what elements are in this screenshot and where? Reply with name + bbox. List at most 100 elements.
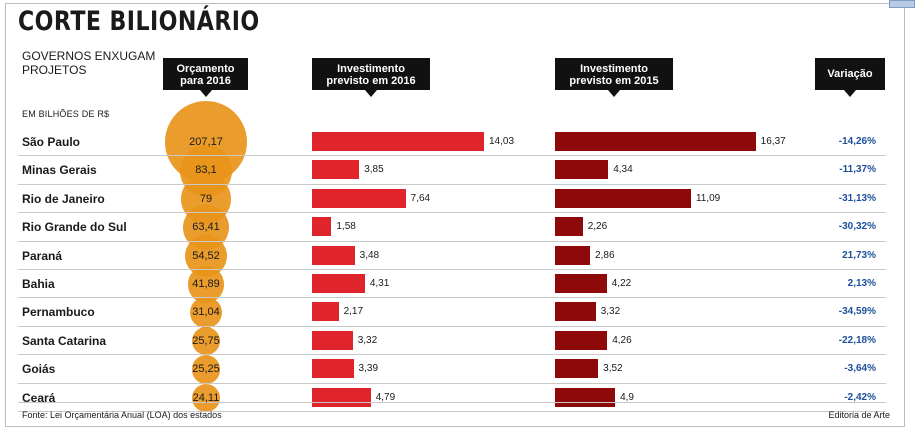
state-label: Minas Gerais	[22, 163, 97, 178]
header-investment-2016: Investimento previsto em 2016	[312, 58, 430, 97]
variation-value: -14,26%	[838, 136, 876, 147]
source-note: Fonte: Lei Orçamentária Anual (LOA) dos …	[22, 410, 222, 420]
table-row: Paraná 54,52 3,48 2,86 21,73%	[18, 242, 886, 270]
state-label: Rio de Janeiro	[22, 191, 105, 206]
row-separator	[18, 297, 886, 299]
row-separator	[18, 212, 886, 214]
variation-value: -11,37%	[839, 164, 876, 176]
state-label: Santa Catarina	[22, 333, 107, 348]
investment-2016-value: 2,17	[343, 306, 364, 318]
row-separator	[18, 410, 886, 412]
table-row: Rio de Janeiro 79 7,64 11,09 -31,13%	[18, 185, 886, 214]
row-separator	[18, 240, 886, 242]
budget-value-label: 207,17	[189, 136, 223, 148]
state-label: Paraná	[22, 248, 63, 263]
investment-2015-value: 4,34	[613, 164, 633, 176]
variation-value: 21,73%	[842, 249, 876, 261]
variation-value: 2,13%	[847, 278, 876, 289]
chart-title: CORTE BILIONÁRIO	[18, 6, 260, 37]
investment-2015-value: 4,22	[611, 278, 632, 289]
credit-note: Editoria de Arte	[828, 410, 890, 420]
budget-value-label: 83,1	[195, 164, 217, 177]
table-row: Goiás 25,25 3,39 3,52 -3,64%	[18, 355, 886, 384]
investment-2016-bar	[312, 132, 484, 151]
header-investment-2015: Investimento previsto em 2015	[555, 58, 673, 97]
investment-2016-bar	[312, 330, 353, 350]
investment-2015-bar	[555, 132, 756, 151]
investment-2016-bar	[312, 245, 355, 265]
investment-2015-value: 2,86	[595, 249, 615, 261]
investment-2016-bar	[312, 274, 365, 293]
budget-bubble	[192, 383, 220, 412]
chart-frame	[5, 3, 905, 427]
state-label: Goiás	[22, 362, 56, 377]
investment-2016-value: 3,85	[364, 164, 384, 176]
investment-2015-value: 3,52	[603, 363, 623, 375]
investment-2015-bar	[555, 160, 609, 180]
row-separator	[18, 325, 886, 327]
investment-2015-bar	[555, 274, 607, 293]
investment-2016-bar	[312, 160, 360, 180]
unit-label: EM BILHÕES DE R$	[22, 109, 110, 119]
variation-value: -34,59%	[838, 306, 876, 318]
investment-2015-value: 3,32	[600, 306, 621, 318]
budget-value-label: 41,89	[192, 278, 220, 290]
budget-bubble	[187, 265, 225, 303]
state-label: São Paulo	[22, 135, 81, 149]
state-label: Ceará	[22, 390, 56, 405]
table-row: Minas Gerais 83,1 3,85 4,34 -11,37%	[18, 156, 886, 185]
variation-value: -3,64%	[844, 363, 876, 375]
investment-2015-bar	[555, 245, 591, 265]
footer-divider	[18, 402, 886, 403]
row-separator	[18, 354, 886, 356]
budget-bubble	[191, 355, 221, 384]
variation-value: -22,18%	[838, 334, 876, 346]
investment-2016-value: 4,31	[369, 278, 390, 289]
row-separator	[18, 382, 886, 384]
investment-2016-bar	[312, 217, 332, 237]
investment-2016-bar	[312, 188, 406, 208]
investment-2016-value: 3,32	[357, 334, 378, 346]
budget-value-label: 31,04	[192, 306, 220, 319]
budget-value-label: 24,11	[192, 391, 220, 404]
investment-2016-value: 7,64	[410, 192, 431, 204]
row-separator	[18, 155, 886, 157]
budget-value-label: 54,52	[192, 249, 220, 262]
investment-2015-bar	[555, 188, 691, 208]
state-label: Bahia	[22, 277, 55, 291]
budget-value-label: 63,41	[192, 221, 220, 234]
variation-value: -31,13%	[838, 192, 876, 204]
table-row: Bahia 41,89 4,31 4,22 2,13%	[18, 270, 886, 299]
budget-value-label: 25,75	[192, 334, 220, 347]
investment-2016-bar	[312, 387, 371, 407]
table-row: Pernambuco 31,04 2,17 3,32 -34,59%	[18, 298, 886, 327]
state-label: Rio Grande do Sul	[22, 220, 127, 235]
investment-2016-bar	[312, 359, 354, 379]
window-corner-icon	[889, 0, 915, 8]
header-variation: Variação	[815, 58, 885, 97]
investment-2015-bar	[555, 302, 596, 322]
row-separator	[18, 268, 886, 270]
investment-2015-bar	[555, 217, 583, 237]
investment-2015-bar	[555, 387, 616, 407]
header-budget-2016: Orçamento para 2016	[163, 58, 248, 97]
investment-2016-bar	[312, 302, 339, 322]
investment-2016-value: 14,03	[489, 136, 515, 147]
table-row: Ceará 24,11 4,79 4,9 -2,42%	[18, 384, 886, 412]
investment-2016-value: 1,58	[336, 221, 356, 233]
investment-2015-bar	[555, 330, 608, 350]
investment-2016-value: 3,48	[359, 249, 380, 261]
budget-bubble	[190, 296, 222, 329]
table-row: São Paulo 207,17 14,03 16,37 -14,26%	[18, 128, 886, 157]
investment-2016-value: 4,79	[375, 391, 396, 403]
investment-2015-value: 4,9	[620, 391, 634, 403]
budget-value-label: 79	[199, 192, 213, 205]
budget-value-label: 25,25	[192, 363, 220, 376]
table-row: Santa Catarina 25,75 3,32 4,26 -22,18%	[18, 327, 886, 356]
investment-2015-value: 11,09	[695, 192, 721, 204]
investment-2015-bar	[555, 359, 599, 379]
variation-value: -30,32%	[838, 221, 876, 233]
table-row: Rio Grande do Sul 63,41 1,58 2,26 -30,32%	[18, 213, 886, 242]
investment-2015-value: 2,26	[587, 221, 608, 233]
investment-2015-value: 16,37	[760, 136, 786, 147]
